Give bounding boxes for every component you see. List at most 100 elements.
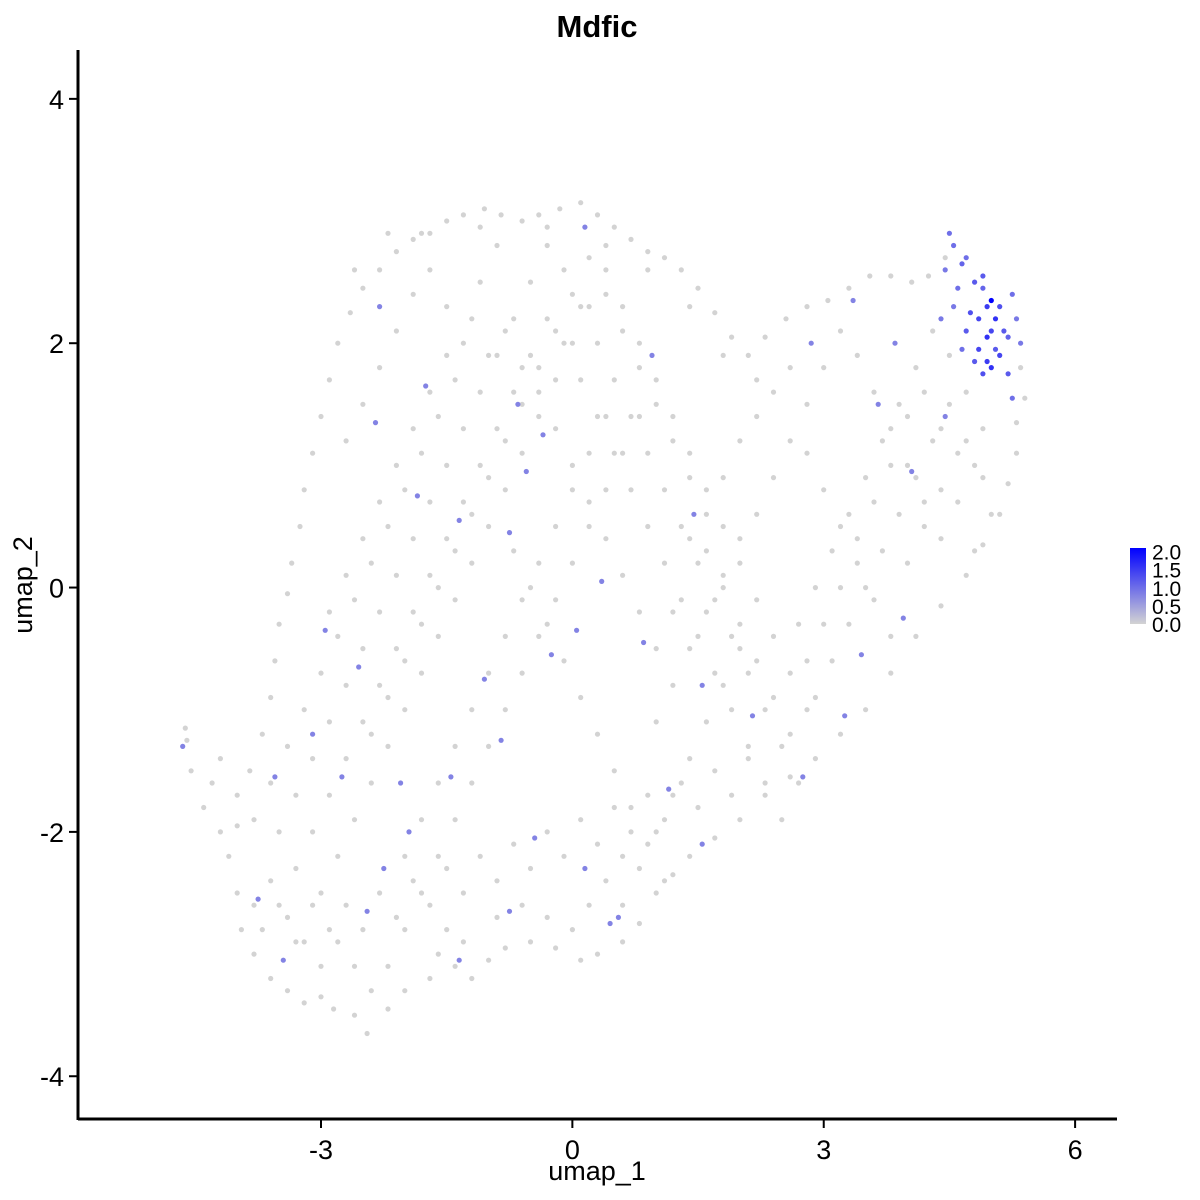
cell-point (653, 377, 659, 383)
cell-point (527, 939, 534, 945)
cell-point (251, 817, 257, 823)
cell-point (842, 713, 848, 719)
cell-point (837, 328, 844, 334)
cell-point (946, 352, 953, 358)
cell-point (486, 352, 492, 358)
cell-point (678, 523, 684, 530)
cell-point (871, 597, 877, 603)
cell-point (486, 957, 492, 963)
cell-point (892, 340, 898, 346)
cell-point (992, 316, 999, 322)
cell-point (594, 951, 601, 957)
cell-point (938, 316, 944, 322)
x-tick-label: 0 (565, 1135, 580, 1165)
cell-point (452, 597, 458, 603)
cell-point (670, 413, 676, 420)
cell-point (800, 774, 806, 780)
cell-point (745, 756, 751, 762)
cell-point (850, 297, 856, 304)
cell-point (578, 377, 584, 383)
color-legend-label: 1.5 (1152, 560, 1181, 583)
cell-point (687, 450, 693, 456)
cell-point (494, 242, 500, 249)
cell-point (393, 462, 399, 468)
cell-point (812, 585, 819, 591)
cell-point (318, 994, 324, 1000)
cell-point (188, 768, 194, 774)
cell-point (762, 780, 768, 786)
cell-point (561, 853, 567, 859)
cell-point (268, 878, 274, 884)
cell-point (574, 627, 580, 633)
cell-point (988, 511, 994, 517)
cell-point (553, 597, 559, 603)
cell-point (687, 853, 693, 859)
cell-point (385, 963, 391, 969)
cell-point (486, 743, 492, 750)
cell-point (904, 560, 911, 566)
cell-point (452, 817, 458, 823)
cell-point (607, 920, 613, 927)
cell-point (846, 285, 852, 291)
cell-point (536, 560, 542, 566)
cell-point (804, 658, 810, 664)
cell-point (921, 389, 927, 395)
cell-point (695, 560, 701, 566)
cell-point (343, 756, 349, 762)
cell-point (913, 633, 919, 640)
cell-point (477, 853, 483, 859)
color-legend-label: 0.0 (1152, 614, 1181, 637)
cell-point (787, 731, 793, 737)
cell-point (930, 438, 936, 444)
cell-point (435, 951, 441, 957)
cell-point (519, 218, 525, 224)
cell-point (720, 585, 726, 591)
cell-point (687, 646, 693, 652)
cell-point (226, 853, 232, 859)
cell-point (393, 249, 399, 255)
cell-point (444, 352, 450, 358)
cell-point (620, 450, 626, 456)
cell-point (1009, 291, 1015, 297)
cell-point (636, 340, 643, 346)
cell-point (720, 352, 726, 358)
cell-point (544, 914, 550, 921)
cell-point (368, 780, 374, 786)
cell-point (435, 853, 441, 859)
cell-point (712, 768, 718, 774)
cell-point (569, 560, 576, 566)
cell-point (527, 279, 534, 285)
cell-point (812, 756, 819, 762)
cell-point (406, 829, 412, 835)
cell-point (393, 572, 399, 578)
cell-point (804, 450, 810, 456)
cell-point (754, 597, 760, 603)
cell-point (393, 914, 399, 921)
cell-point (310, 756, 316, 762)
cell-point (481, 676, 487, 682)
cell-point (435, 413, 441, 420)
cell-point (896, 401, 902, 407)
cell-point (318, 963, 324, 969)
cell-point (502, 707, 508, 713)
cell-point (527, 585, 534, 591)
cell-point (351, 817, 358, 823)
cell-point (540, 432, 546, 438)
cell-point (456, 517, 462, 524)
cell-point (695, 633, 701, 640)
cell-point (385, 1006, 391, 1012)
cell-point (594, 731, 601, 737)
cell-point (628, 804, 634, 811)
cell-point (326, 927, 332, 933)
cell-point (452, 377, 458, 383)
cell-point (494, 426, 500, 432)
cell-point (670, 682, 676, 688)
cell-point (867, 273, 873, 279)
cell-point (611, 804, 617, 811)
cell-point (628, 829, 634, 835)
cell-point (720, 475, 726, 481)
cell-point (653, 401, 659, 407)
cell-point (863, 475, 869, 481)
cell-point (469, 316, 475, 322)
cell-point (569, 291, 576, 297)
